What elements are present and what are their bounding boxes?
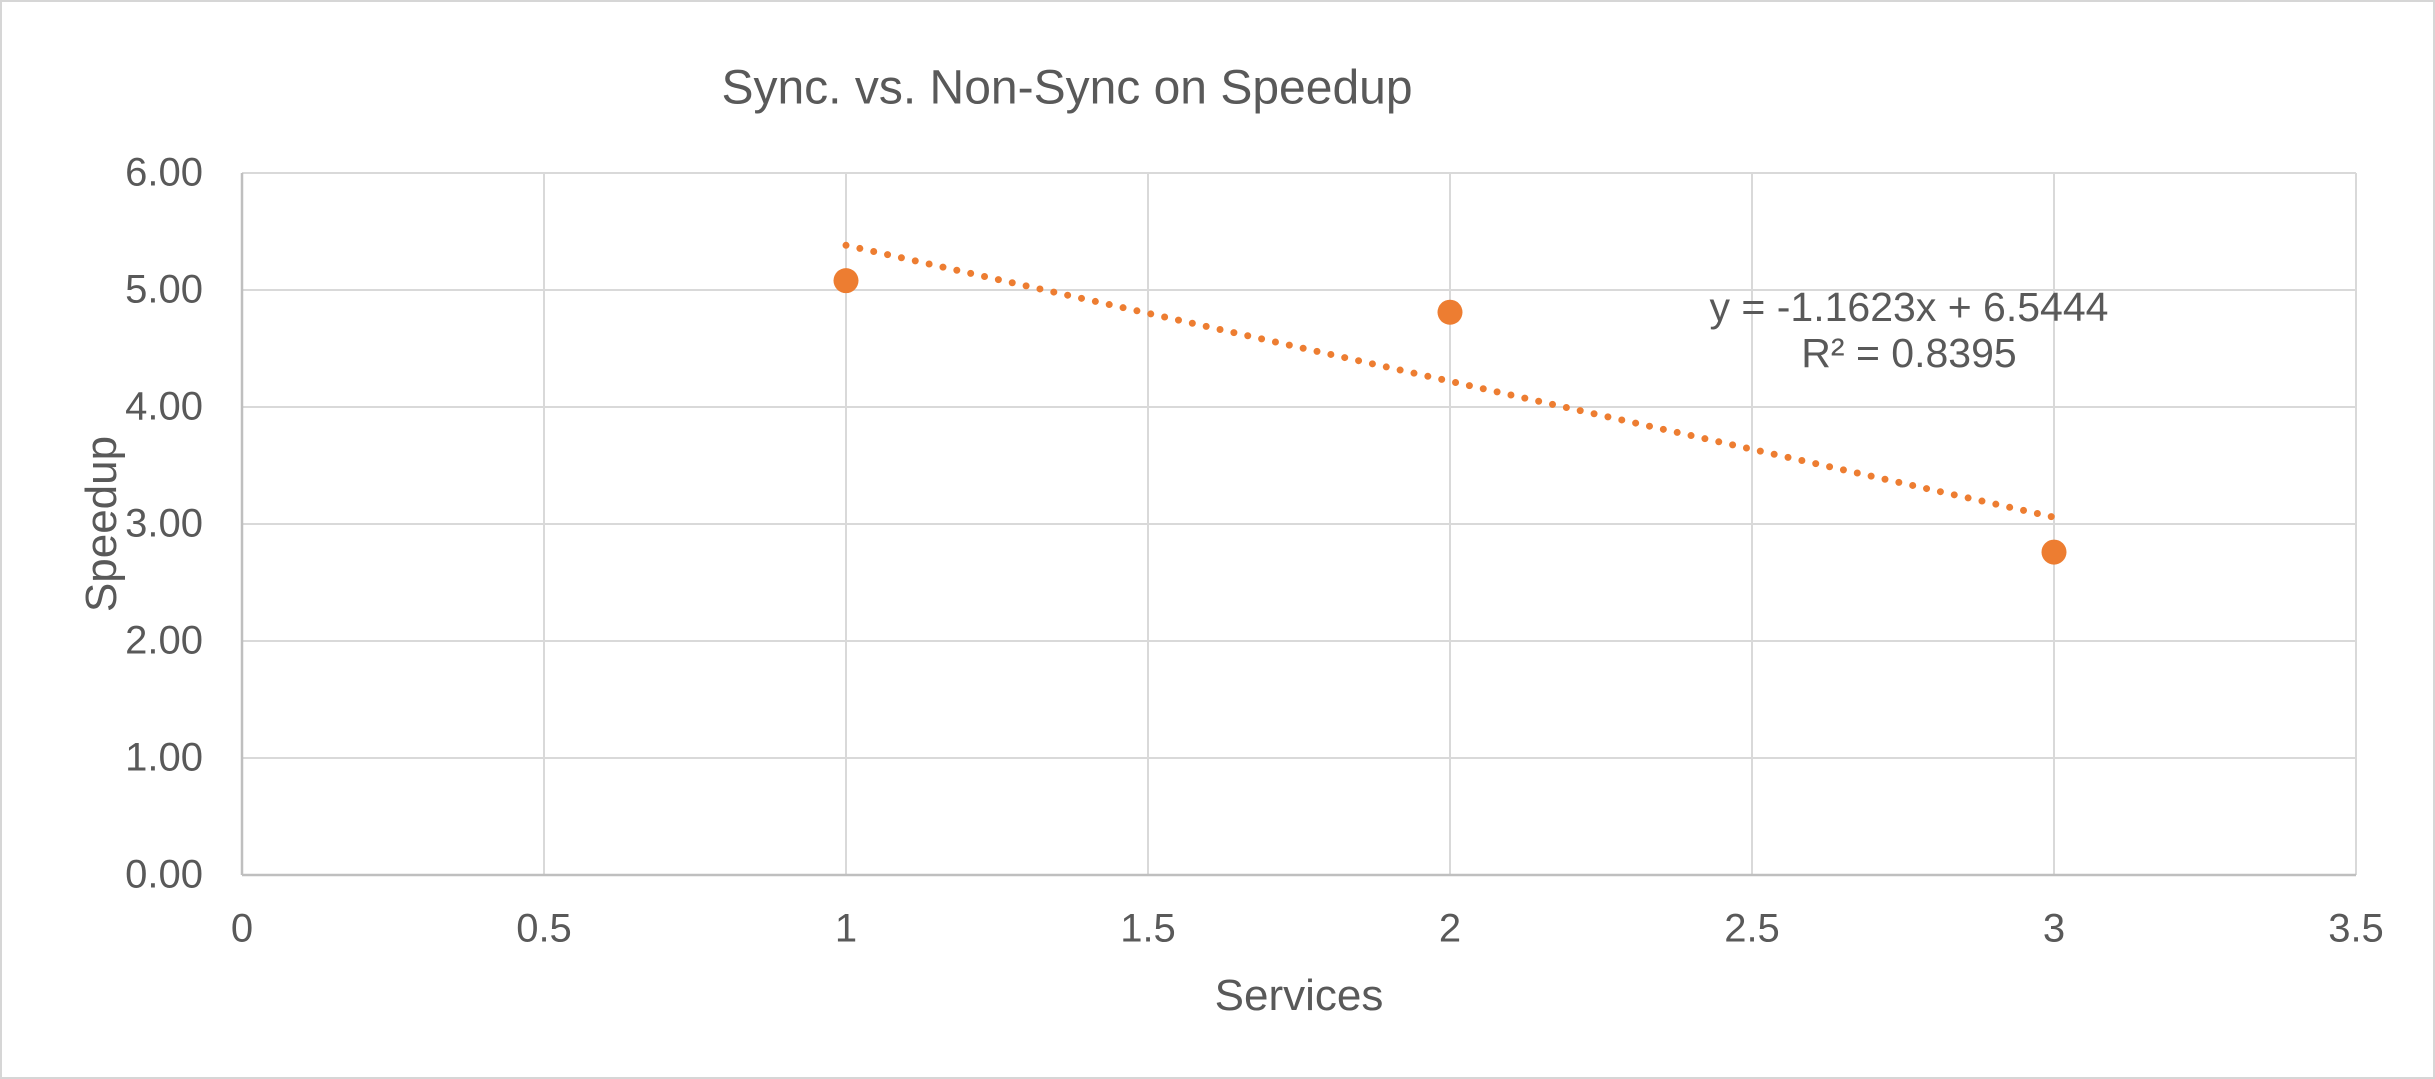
x-tick-label: 0.5	[516, 906, 572, 951]
y-tick-label: 1.00	[125, 735, 203, 780]
data-point	[833, 268, 859, 294]
x-axis-title: Services	[1214, 971, 1384, 1020]
y-tick-label: 2.00	[125, 618, 203, 663]
trendline-equation: y = -1.1623x + 6.5444	[1709, 284, 2109, 330]
data-point	[1437, 299, 1463, 325]
x-tick-label: 1	[834, 906, 858, 951]
y-tick-label: 4.00	[125, 384, 203, 429]
y-tick-label: 3.00	[125, 501, 203, 546]
y-tick-label: 6.00	[125, 150, 203, 195]
x-tick-label: 3.5	[2328, 906, 2384, 951]
plot-area	[240, 172, 2357, 877]
trendline-r-squared: R² = 0.8395	[1801, 330, 2017, 376]
trendline-label: y = -1.1623x + 6.5444 R² = 0.8395	[1710, 284, 2109, 376]
x-tick-label: 1.5	[1120, 906, 1176, 951]
chart-title: Sync. vs. Non-Sync on Speedup	[721, 61, 1413, 115]
y-axis-title: Speedup	[77, 435, 126, 613]
y-tick-label: 0.00	[125, 852, 203, 897]
data-point	[2041, 539, 2067, 565]
x-tick-label: 2.5	[1724, 906, 1780, 951]
x-tick-label: 3	[2042, 906, 2066, 951]
y-tick-label: 5.00	[125, 267, 203, 312]
x-tick-label: 0	[230, 906, 254, 951]
x-tick-label: 2	[1438, 906, 1462, 951]
